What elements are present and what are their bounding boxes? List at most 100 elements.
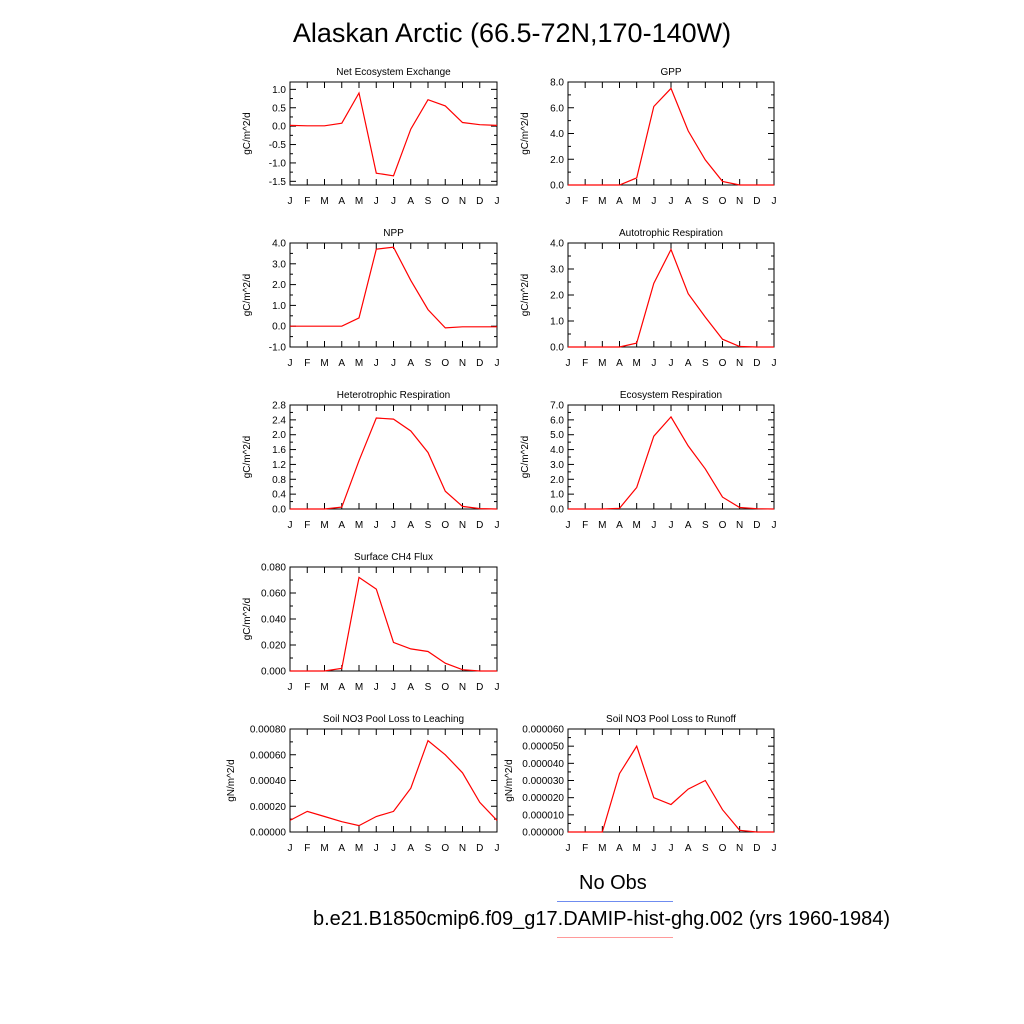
x-tick-label: D (476, 520, 483, 531)
y-tick-label: 0.0 (272, 505, 286, 516)
y-tick-label: 0.0 (550, 181, 564, 192)
panel-title: Net Ecosystem Exchange (336, 67, 451, 78)
plot-frame (567, 728, 775, 833)
x-tick-label: J (566, 196, 571, 207)
y-tick-label: 0.020 (261, 641, 286, 652)
x-tick-label: J (374, 682, 379, 693)
x-tick-label: F (304, 196, 310, 207)
y-tick-label: 4.0 (550, 129, 564, 140)
x-tick-label: N (459, 196, 466, 207)
x-tick-label: N (736, 520, 743, 531)
x-tick-label: F (304, 520, 310, 531)
x-tick-label: N (459, 682, 466, 693)
y-tick-label: 2.8 (272, 401, 286, 412)
x-tick-label: M (320, 682, 328, 693)
y-tick-label: 0.000020 (522, 793, 564, 804)
panel-7: Surface CH4 Flux gC/m^2/d 0.000 0.020 0.040 0… (242, 552, 500, 693)
plot-frame (289, 566, 498, 672)
x-tick-label: J (772, 520, 777, 531)
y-tick-label: 0.5 (272, 103, 286, 114)
series-line (568, 248, 774, 348)
y-tick-label: 4.0 (550, 239, 564, 250)
y-tick-label: 6.0 (550, 415, 564, 426)
plot-frame (289, 404, 498, 510)
legend-model-line (557, 937, 673, 938)
x-tick-label: O (441, 682, 449, 693)
x-tick-label: M (320, 196, 328, 207)
y-tick-label: 1.0 (272, 85, 286, 96)
x-tick-label: J (495, 196, 500, 207)
x-tick-label: O (719, 196, 727, 207)
y-tick-label: 0.00020 (250, 802, 287, 813)
x-tick-label: A (338, 520, 345, 531)
x-tick-label: A (685, 196, 692, 207)
x-tick-label: S (425, 358, 432, 369)
x-tick-label: A (407, 843, 414, 854)
y-tick-label: 0.000050 (522, 742, 564, 753)
panel-6: Ecosystem Respiration gC/m^2/d 0.0 1.0 2.0 3.… (520, 390, 777, 531)
x-tick-label: M (320, 843, 328, 854)
panel-title: NPP (383, 228, 404, 239)
y-axis-label: gC/m^2/d (520, 436, 531, 479)
x-tick-label: J (391, 196, 396, 207)
x-tick-label: J (669, 196, 674, 207)
x-tick-label: A (685, 358, 692, 369)
y-tick-label: 1.0 (272, 301, 286, 312)
x-tick-label: M (598, 843, 606, 854)
x-tick-label: F (304, 682, 310, 693)
x-tick-label: M (355, 196, 363, 207)
x-tick-label: A (407, 520, 414, 531)
plot-frame (289, 81, 498, 186)
plot-frame (567, 242, 775, 348)
y-tick-label: 0.0 (272, 322, 286, 333)
series-line (568, 87, 774, 186)
x-tick-label: J (669, 520, 674, 531)
legend-obs-label: No Obs (579, 872, 647, 894)
x-tick-label: S (425, 196, 432, 207)
plot-frame (289, 242, 498, 348)
x-tick-label: M (355, 843, 363, 854)
y-tick-label: 0.8 (272, 475, 286, 486)
x-tick-label: S (702, 520, 709, 531)
panel-title: Heterotrophic Respiration (337, 390, 450, 401)
y-tick-label: 0.000000 (522, 828, 564, 839)
x-tick-label: J (566, 520, 571, 531)
x-tick-label: J (391, 358, 396, 369)
x-tick-label: J (391, 682, 396, 693)
x-tick-label: S (425, 682, 432, 693)
x-tick-label: S (702, 843, 709, 854)
x-tick-label: M (320, 358, 328, 369)
x-tick-label: J (288, 520, 293, 531)
x-tick-label: O (441, 358, 449, 369)
x-tick-label: J (374, 843, 379, 854)
y-tick-label: 2.4 (272, 415, 286, 426)
x-tick-label: O (441, 520, 449, 531)
y-axis-label: gC/m^2/d (242, 598, 253, 641)
y-tick-label: 0.0 (550, 505, 564, 516)
x-tick-label: J (495, 682, 500, 693)
x-tick-label: J (495, 843, 500, 854)
series-line (289, 91, 498, 177)
y-tick-label: 0.00060 (250, 750, 287, 761)
x-tick-label: F (582, 196, 588, 207)
x-tick-label: M (632, 196, 640, 207)
panel-title: Ecosystem Respiration (620, 390, 722, 401)
y-tick-label: 3.0 (550, 265, 564, 276)
x-tick-label: J (669, 358, 674, 369)
y-tick-label: 0.0 (550, 343, 564, 354)
x-tick-label: J (374, 196, 379, 207)
x-tick-label: O (719, 358, 727, 369)
x-tick-label: A (685, 843, 692, 854)
x-tick-label: N (459, 843, 466, 854)
series-line (290, 576, 497, 672)
x-tick-label: M (598, 196, 606, 207)
series-line (290, 246, 497, 329)
panel-title: GPP (660, 67, 681, 78)
y-tick-label: -1.0 (269, 343, 287, 354)
y-tick-label: 0.060 (261, 589, 286, 600)
plot-frame (567, 404, 775, 510)
x-tick-label: D (753, 358, 760, 369)
x-tick-label: O (441, 196, 449, 207)
x-tick-label: J (374, 520, 379, 531)
y-tick-label: 6.0 (550, 103, 564, 114)
